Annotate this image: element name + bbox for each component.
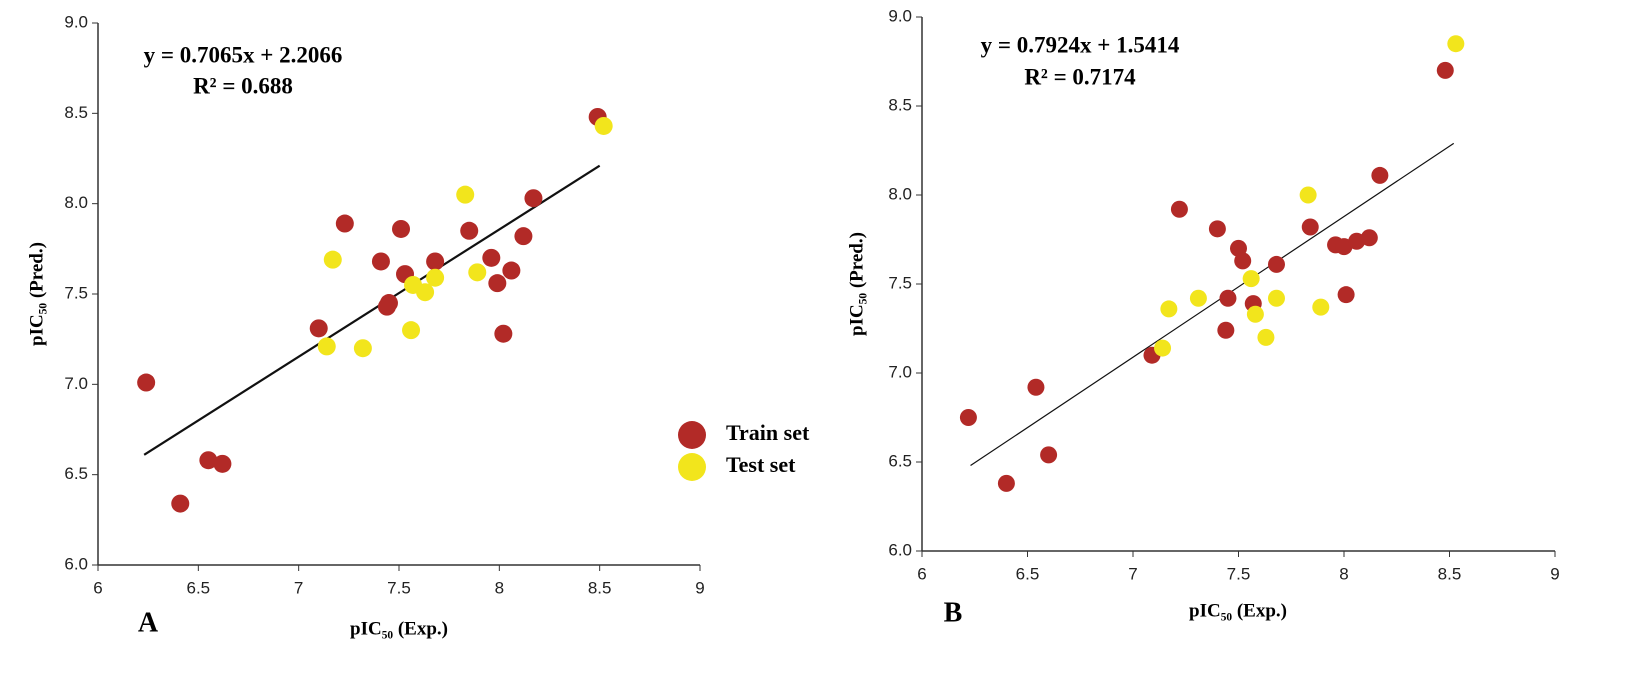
y-tick-label: 9.0 — [888, 6, 912, 25]
point — [1208, 220, 1226, 238]
point — [502, 261, 521, 280]
x-tick-label: 8.5 — [1438, 564, 1462, 583]
y-tick-label: 7.0 — [888, 362, 912, 381]
r-squared: R² = 0.688 — [193, 73, 293, 98]
point — [594, 116, 613, 135]
x-tick-label: 8 — [1339, 564, 1348, 583]
point — [1189, 289, 1207, 307]
y-tick-label: 8.0 — [64, 193, 88, 212]
point — [1257, 328, 1275, 346]
x-tick-label: 7 — [294, 578, 303, 597]
point — [468, 263, 487, 282]
equation: y = 0.7924x + 1.5414 — [981, 32, 1180, 57]
point — [1219, 289, 1237, 307]
y-tick-label: 6.0 — [888, 540, 912, 559]
legend-label: Train set — [726, 420, 810, 445]
x-tick-label: 7.5 — [387, 578, 411, 597]
point — [309, 319, 328, 338]
point — [488, 274, 507, 293]
y-tick-label: 9.0 — [64, 12, 88, 31]
point — [426, 268, 445, 287]
y-tick-label: 7.5 — [888, 273, 912, 292]
point — [482, 248, 501, 267]
equation: y = 0.7065x + 2.2066 — [144, 42, 343, 67]
panel-label: A — [138, 607, 159, 638]
point — [997, 474, 1015, 492]
point — [1027, 378, 1045, 396]
trendline — [143, 164, 601, 456]
x-tick-label: 6 — [93, 578, 102, 597]
y-tick-label: 7.5 — [64, 283, 88, 302]
point — [323, 250, 342, 269]
point — [959, 409, 977, 426]
point — [1337, 286, 1355, 304]
point — [524, 189, 543, 208]
point — [1246, 305, 1264, 323]
y-tick-label: 8.0 — [888, 184, 912, 203]
point — [1154, 339, 1172, 357]
point — [317, 337, 336, 356]
x-tick-label: 6.5 — [187, 578, 211, 597]
legend-swatch — [678, 453, 706, 481]
y-tick-label: 7.0 — [64, 374, 88, 393]
point — [402, 321, 421, 340]
point — [171, 494, 190, 513]
x-tick-label: 8 — [495, 578, 504, 597]
x-tick-label: 7.5 — [1227, 564, 1251, 583]
y-tick-label: 6.5 — [64, 464, 88, 483]
point — [1242, 270, 1260, 288]
point — [1040, 446, 1058, 464]
x-tick-label: 8.5 — [588, 578, 612, 597]
point — [1371, 166, 1389, 184]
point — [1436, 61, 1454, 79]
point — [1160, 300, 1178, 318]
point — [1267, 255, 1285, 273]
x-tick-label: 7 — [1128, 564, 1137, 583]
x-tick-label: 9 — [695, 578, 704, 597]
x-axis-label: pIC₅₀ (Exp.) — [1189, 600, 1287, 621]
point — [213, 454, 232, 473]
point — [494, 324, 513, 343]
y-tick-label: 8.5 — [64, 103, 88, 122]
point — [426, 252, 445, 271]
point — [335, 214, 354, 233]
x-axis-label: pIC₅₀ (Exp.) — [350, 618, 448, 639]
trendline — [970, 142, 1455, 467]
point — [137, 373, 156, 392]
x-tick-label: 9 — [1550, 564, 1559, 583]
legend-label: Test set — [726, 452, 796, 477]
point — [377, 297, 396, 316]
panel-label: B — [944, 597, 963, 628]
y-tick-label: 6.5 — [888, 451, 912, 470]
x-tick-label: 6 — [917, 564, 926, 583]
point — [371, 252, 390, 271]
point — [416, 283, 435, 302]
point — [456, 185, 475, 204]
point — [514, 227, 533, 246]
point — [1267, 289, 1285, 307]
point — [1301, 218, 1319, 236]
point — [460, 221, 479, 240]
y-axis-label: pIC₅₀ (Pred.) — [26, 242, 47, 346]
point — [1234, 252, 1252, 270]
legend-swatch — [678, 421, 706, 449]
point — [199, 451, 218, 470]
point — [1360, 229, 1378, 247]
point — [1312, 298, 1330, 316]
point — [392, 219, 411, 238]
point — [1447, 35, 1465, 53]
y-axis-label: pIC₅₀ (Pred.) — [846, 232, 867, 336]
point — [1299, 186, 1317, 204]
point — [1217, 321, 1235, 339]
point — [1170, 200, 1188, 218]
r-squared: R² = 0.7174 — [1024, 64, 1136, 89]
y-tick-label: 6.0 — [64, 554, 88, 573]
y-tick-label: 8.5 — [888, 95, 912, 114]
point — [353, 339, 372, 358]
x-tick-label: 6.5 — [1016, 564, 1040, 583]
